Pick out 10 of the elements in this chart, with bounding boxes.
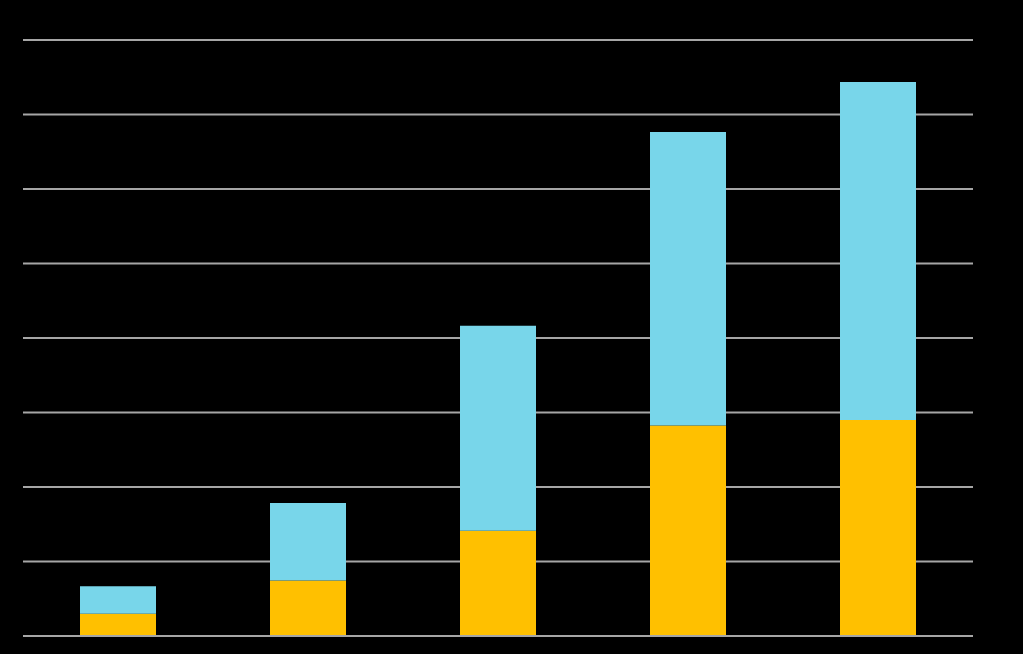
bar	[80, 586, 156, 614]
bar	[80, 613, 156, 636]
bar	[460, 530, 536, 636]
bar	[840, 82, 916, 420]
bar	[650, 131, 726, 426]
bar	[270, 503, 346, 581]
bar	[650, 425, 726, 636]
bar	[270, 580, 346, 636]
bar	[840, 419, 916, 636]
bar	[460, 325, 536, 531]
